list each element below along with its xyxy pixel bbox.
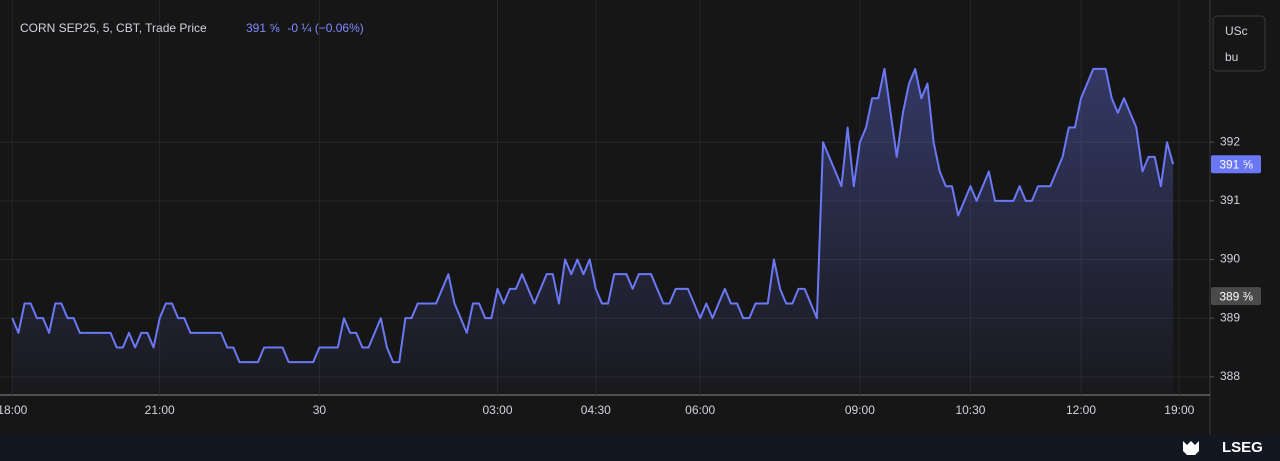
unit-box[interactable] xyxy=(1212,15,1266,72)
y-tick-label: 390 xyxy=(1220,252,1240,266)
x-tick-label: 21:00 xyxy=(145,403,175,417)
y-tick-label: 389 xyxy=(1220,310,1240,324)
x-tick-label: 19:00 xyxy=(1164,403,1194,417)
area xyxy=(12,68,1174,395)
change: -0 ¼ (−0.06%) xyxy=(287,21,363,35)
y-tick-label: 392 xyxy=(1220,134,1240,148)
brand: LSEG xyxy=(1222,439,1263,456)
price-tag xyxy=(1211,155,1261,174)
price-tag-label: 389 ⅜ xyxy=(1219,289,1253,303)
x-tick-label: 18:00 xyxy=(0,403,28,417)
unit-label: USc xyxy=(1225,24,1248,38)
quote: 391 ⅝ xyxy=(246,21,280,35)
x-tick-label: 03:00 xyxy=(482,403,512,417)
labels: 388 389 390 391 392 18:00 21:00 30 03:00 04:30 06:… xyxy=(0,134,1261,417)
x-tick-label: 04:30 xyxy=(581,403,611,417)
chart-title: CORN SEP25, 5, CBT, Trade Price xyxy=(20,21,207,35)
x-tick-label: 30 xyxy=(313,403,327,417)
footer-bar xyxy=(0,435,1280,461)
x-tick-label: 10:30 xyxy=(955,403,985,417)
x-tick-label: 06:00 xyxy=(685,403,715,417)
price-line xyxy=(11,67,1175,364)
unit-label: bu xyxy=(1225,50,1238,64)
price-tag xyxy=(1211,287,1261,306)
x-tick-label: 12:00 xyxy=(1066,403,1096,417)
brand-logo xyxy=(1183,441,1199,455)
y-tick-label: 388 xyxy=(1220,369,1240,383)
y-tick-label: 391 xyxy=(1220,193,1240,207)
x-tick-label: 09:00 xyxy=(845,403,875,417)
price-tag-label: 391 ⅝ xyxy=(1219,157,1253,171)
plot xyxy=(11,67,1175,395)
